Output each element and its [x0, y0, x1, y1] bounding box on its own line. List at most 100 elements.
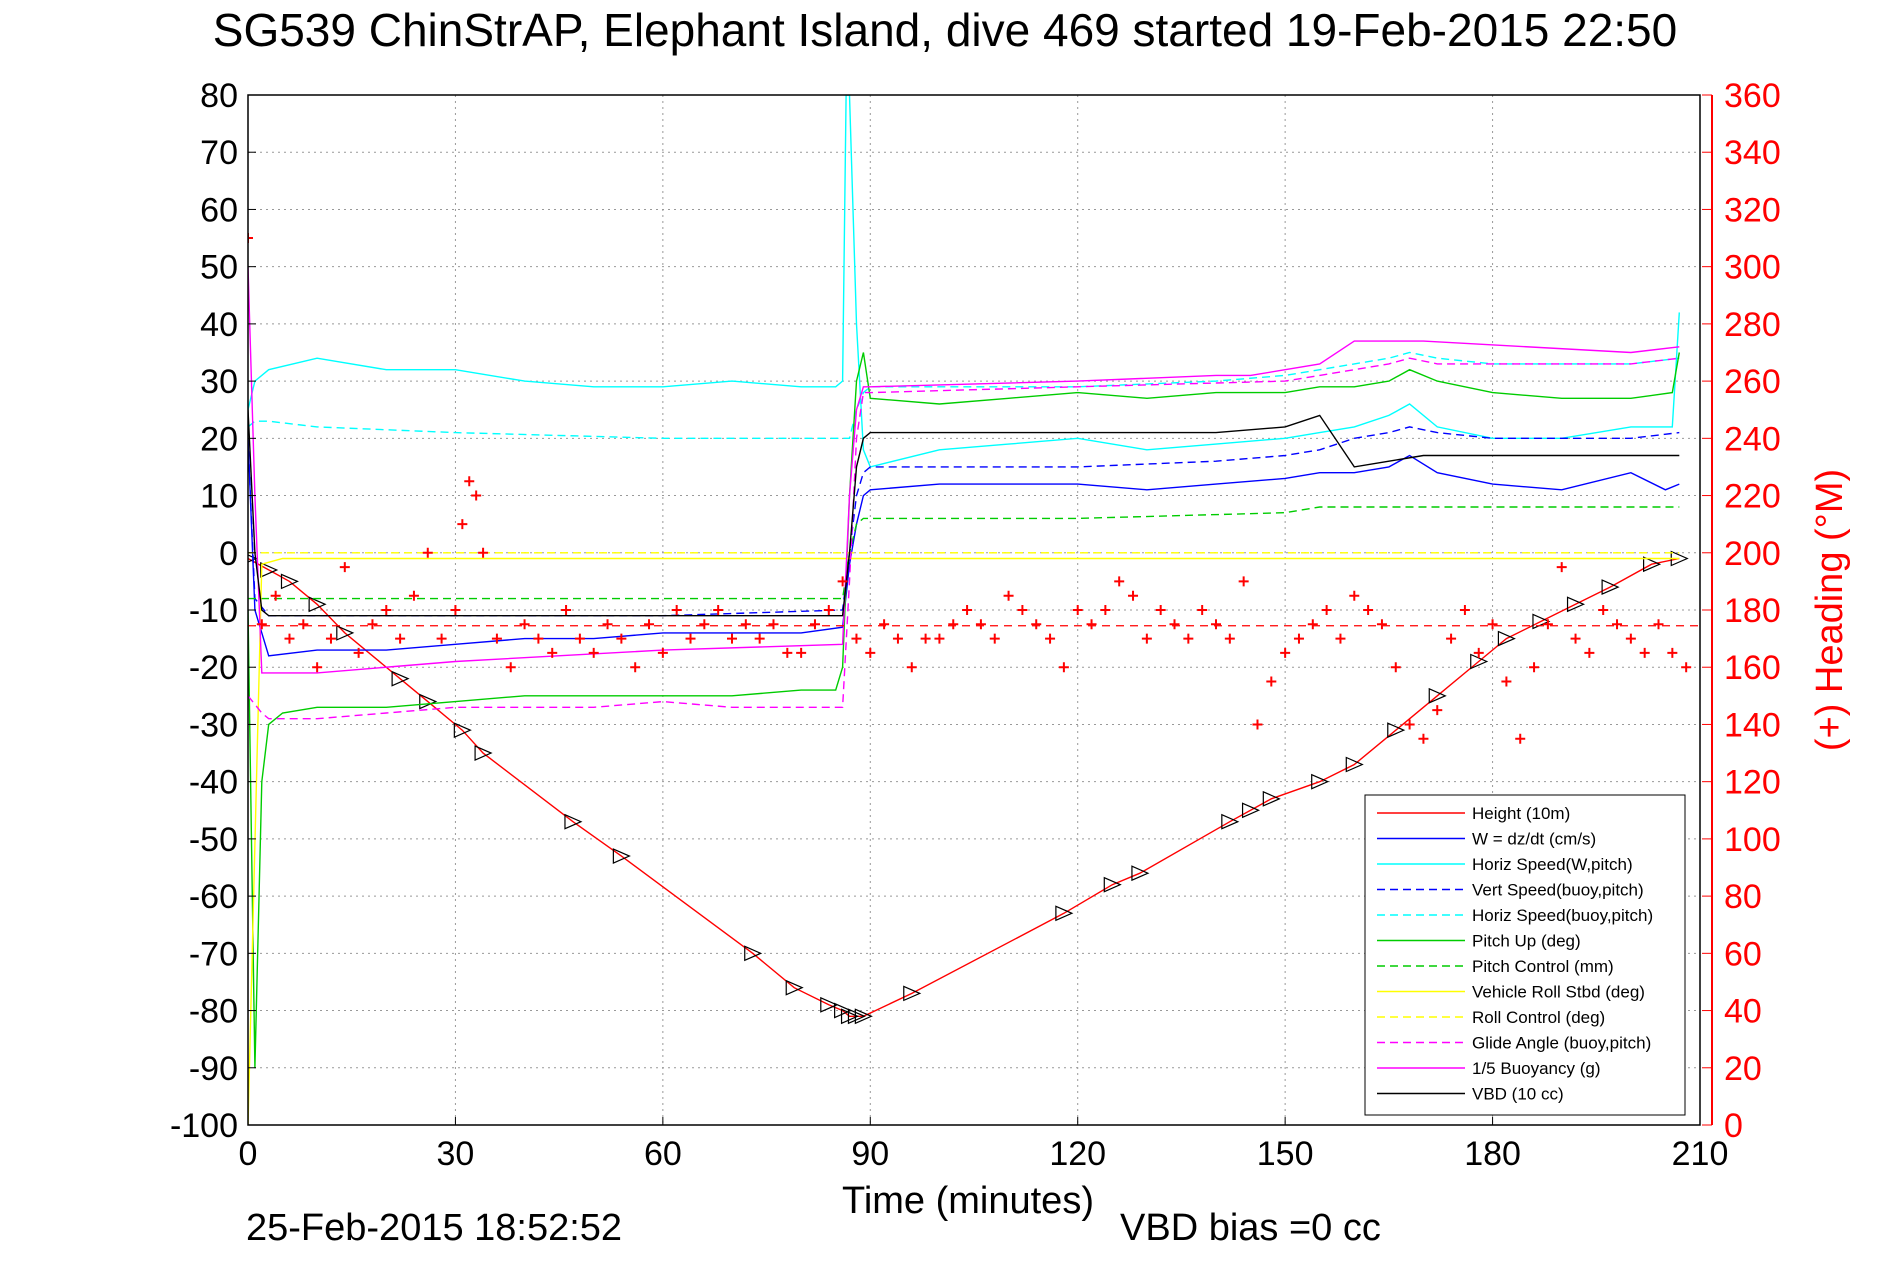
series-0-line [248, 557, 1680, 1017]
heading-point [740, 619, 751, 630]
heading-point [1639, 647, 1650, 658]
heading-point [1293, 633, 1304, 644]
y-tick-label: 0 [219, 535, 238, 573]
right-tick-label: 0 [1724, 1107, 1743, 1145]
series-4-line [248, 351, 1680, 439]
x-tick-label: 60 [644, 1135, 682, 1173]
heading-point [989, 633, 1000, 644]
right-tick-label: 260 [1724, 363, 1781, 401]
heading-point [1307, 619, 1318, 630]
legend-label: Horiz Speed(buoy,pitch) [1472, 906, 1653, 925]
heading-point [1556, 562, 1567, 573]
heading-point [1280, 647, 1291, 658]
heading-point [505, 662, 516, 673]
height-marker [336, 624, 355, 641]
heading-point [713, 605, 724, 615]
height-marker [903, 985, 922, 1002]
y-tick-label: -80 [189, 993, 238, 1031]
timestamp-footer: 25-Feb-2015 18:52:52 [246, 1207, 622, 1249]
y-tick-label: 10 [200, 478, 238, 516]
heading-point [851, 633, 862, 644]
right-tick-label: 20 [1724, 1050, 1762, 1088]
heading-point [1100, 605, 1111, 615]
right-tick-label: 220 [1724, 478, 1781, 516]
x-tick-label: 0 [239, 1135, 258, 1173]
right-tick-label: 200 [1724, 535, 1781, 573]
series-3-line [248, 426, 1680, 617]
heading-point [256, 619, 267, 630]
right-tick-label: 280 [1724, 306, 1781, 344]
heading-point [1570, 633, 1581, 644]
series-1-line [248, 438, 1680, 657]
heading-point [1363, 605, 1374, 615]
heading-point [1501, 676, 1512, 687]
heading-point [727, 633, 737, 644]
height-marker [308, 596, 327, 613]
heading-point [395, 633, 406, 644]
heading-point [478, 547, 489, 558]
heading-point [906, 662, 917, 673]
heading-point [1625, 633, 1636, 644]
x-axis-label: Time (minutes) [842, 1180, 1094, 1222]
height-marker [564, 813, 583, 830]
height-marker [1345, 756, 1364, 773]
heading-point [671, 605, 682, 615]
heading-point [450, 605, 461, 615]
heading-point [685, 633, 696, 644]
height-marker [1643, 556, 1662, 573]
legend-label: VBD (10 cc) [1472, 1085, 1564, 1104]
series-layer [248, 95, 1700, 1125]
heading-point [699, 619, 710, 630]
heading-point [588, 647, 599, 658]
legend-label: Horiz Speed(W,pitch) [1472, 855, 1633, 874]
heading-point [1072, 605, 1083, 615]
series-2-line [248, 95, 1680, 468]
y-tick-label: -50 [189, 821, 238, 859]
legend-label: Vert Speed(buoy,pitch) [1472, 881, 1644, 900]
heading-point [457, 519, 468, 530]
heading-point [934, 633, 945, 644]
heading-point [1183, 633, 1194, 644]
y-tick-label: 70 [200, 134, 238, 172]
y-tick-label: -90 [189, 1050, 238, 1088]
heading-point [1349, 590, 1360, 601]
heading-point [1653, 619, 1664, 630]
heading-point [1418, 733, 1429, 744]
heading-point [1542, 619, 1553, 630]
height-marker [280, 573, 299, 590]
series-7-line [248, 557, 1680, 1125]
x-axis-ticks: 0 30 60 90 120 150 180 210 [239, 1117, 1728, 1173]
y-tick-label: 40 [200, 306, 238, 344]
heading-point [948, 619, 959, 630]
heading-point [1197, 605, 1208, 615]
legend-label: W = dz/dt (cm/s) [1472, 830, 1596, 849]
legend-label: Glide Angle (buoy,pitch) [1472, 1034, 1651, 1053]
heading-point [809, 619, 820, 630]
heading-point [298, 619, 309, 630]
heading-point [1017, 605, 1028, 615]
grid [248, 95, 1700, 1125]
y-tick-label: 50 [200, 249, 238, 287]
heading-point [616, 633, 627, 644]
y-tick-label: 80 [200, 77, 238, 115]
heading-point [1473, 647, 1484, 658]
heading-point [1155, 605, 1166, 615]
heading-point [1114, 576, 1125, 587]
heading-point [1390, 662, 1401, 673]
right-tick-label: 360 [1724, 77, 1781, 115]
right-tick-label: 80 [1724, 878, 1762, 916]
heading-point [1252, 719, 1263, 730]
legend-label: Height (10m) [1472, 804, 1570, 823]
heading-point [975, 619, 986, 630]
vbd-bias-note: VBD bias =0 cc [1120, 1207, 1381, 1249]
right-tick-label: 240 [1724, 420, 1781, 458]
height-marker [847, 1008, 866, 1025]
heading-point [1487, 619, 1498, 630]
y-tick-label: 20 [200, 420, 238, 458]
heading-point [491, 633, 502, 644]
heading-point [962, 605, 973, 615]
heading-point [422, 547, 433, 558]
right-tick-label: 40 [1724, 993, 1762, 1031]
heading-point [1128, 590, 1139, 601]
series-10-line [248, 266, 1680, 674]
